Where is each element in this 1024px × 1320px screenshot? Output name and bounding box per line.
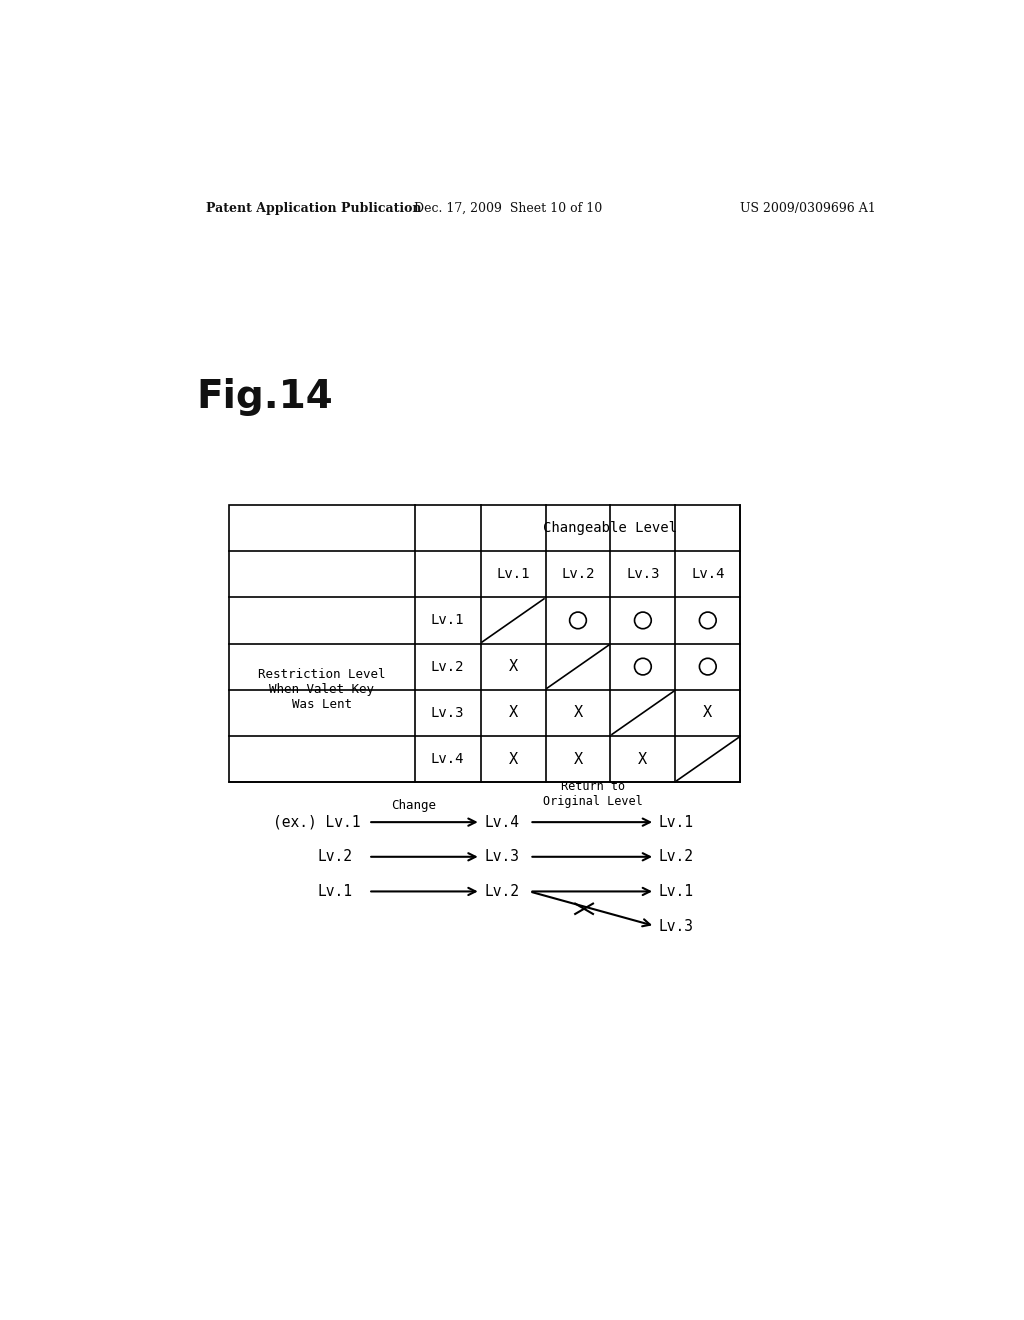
Text: X: X	[573, 751, 583, 767]
Text: Lv.1: Lv.1	[658, 814, 694, 830]
Text: Dec. 17, 2009  Sheet 10 of 10: Dec. 17, 2009 Sheet 10 of 10	[414, 202, 602, 215]
Text: Lv.3: Lv.3	[626, 568, 659, 581]
Text: Lv.3: Lv.3	[484, 849, 519, 865]
Text: Fig.14: Fig.14	[197, 378, 333, 416]
Text: Lv.4: Lv.4	[431, 752, 465, 766]
Text: (ex.) Lv.1: (ex.) Lv.1	[273, 814, 360, 830]
Text: Lv.1: Lv.1	[317, 884, 352, 899]
Text: Changeable Level: Changeable Level	[544, 521, 678, 535]
Text: X: X	[703, 705, 713, 721]
Text: X: X	[509, 751, 518, 767]
Text: X: X	[638, 751, 647, 767]
Text: Lv.2: Lv.2	[484, 884, 519, 899]
Text: X: X	[509, 659, 518, 675]
Text: Change: Change	[391, 799, 436, 812]
Text: Lv.4: Lv.4	[484, 814, 519, 830]
Bar	[228, 506, 740, 781]
Text: Return to
Original Level: Return to Original Level	[543, 780, 643, 808]
Text: X: X	[573, 705, 583, 721]
Text: Lv.4: Lv.4	[691, 568, 725, 581]
Text: Lv.3: Lv.3	[431, 706, 465, 719]
Text: Lv.1: Lv.1	[497, 568, 529, 581]
Text: X: X	[509, 705, 518, 721]
Text: US 2009/0309696 A1: US 2009/0309696 A1	[740, 202, 876, 215]
Text: Lv.2: Lv.2	[561, 568, 595, 581]
Text: Lv.2: Lv.2	[317, 849, 352, 865]
Text: Lv.1: Lv.1	[431, 614, 465, 627]
Text: Lv.2: Lv.2	[658, 849, 694, 865]
Text: Lv.1: Lv.1	[658, 884, 694, 899]
Text: Lv.2: Lv.2	[431, 660, 465, 673]
Text: Lv.3: Lv.3	[658, 919, 694, 933]
Text: Restriction Level
When Valet Key
Was Lent: Restriction Level When Valet Key Was Len…	[258, 668, 385, 711]
Text: Patent Application Publication: Patent Application Publication	[206, 202, 421, 215]
